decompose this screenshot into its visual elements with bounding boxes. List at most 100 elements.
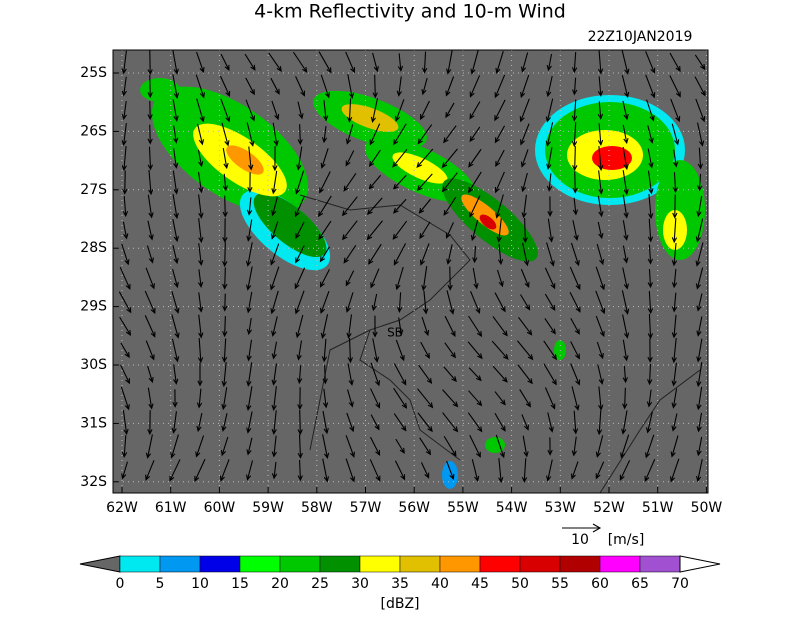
wind-arrow — [522, 242, 530, 267]
wind-arrow — [147, 124, 153, 145]
wind-arrow — [371, 293, 378, 312]
wind-arrow — [596, 410, 603, 436]
wind-arrow — [246, 386, 253, 411]
wind-arrow — [196, 98, 205, 123]
lon-label: 62W — [106, 500, 138, 516]
colorbar-segment — [599, 555, 641, 573]
wind-arrow — [595, 290, 606, 315]
wind-arrow — [547, 196, 553, 217]
wind-arrow — [394, 460, 406, 481]
wind-arrow — [444, 342, 456, 359]
wind-arrow — [222, 267, 228, 290]
wind-arrow — [445, 76, 455, 97]
wind-arrow — [421, 77, 428, 96]
wind-arrow — [368, 149, 381, 167]
wind-arrow — [172, 170, 179, 195]
wind-arrow — [319, 246, 330, 263]
wind-arrow — [571, 122, 578, 148]
wind-arrow — [546, 75, 553, 98]
wind-arrow — [196, 51, 205, 74]
wind-arrow — [144, 315, 156, 338]
wind-arrow — [320, 148, 329, 169]
wind-arrow — [547, 412, 554, 433]
wind-arrow — [295, 221, 305, 240]
wind-arrow — [695, 98, 706, 123]
wind-arrow — [295, 245, 305, 264]
wind-arrow — [543, 363, 557, 386]
wind-arrow — [422, 51, 428, 74]
wind-arrow — [697, 147, 704, 170]
wind-arrow — [392, 148, 408, 168]
wind-arrow — [370, 268, 380, 289]
wind-arrow — [520, 74, 530, 99]
lon-label: 59W — [252, 500, 284, 516]
colorbar-label: 70 — [671, 576, 689, 592]
wind-arrow — [495, 51, 504, 75]
wind-arrow — [119, 266, 131, 290]
wind-arrow — [295, 314, 304, 339]
wind-arrow — [245, 77, 255, 96]
wind-arrow — [346, 412, 355, 433]
wind-arrow — [644, 458, 656, 482]
wind-arrow — [496, 218, 502, 243]
wind-arrow — [597, 364, 604, 385]
wind-arrow — [244, 53, 256, 71]
wind-arrow — [443, 125, 457, 144]
wind-arrow — [196, 413, 203, 433]
wind-arrow — [472, 267, 479, 290]
wind-arrow — [597, 50, 604, 75]
wind-arrow — [171, 411, 177, 434]
wind-arrow — [418, 198, 431, 214]
wind-arrow — [695, 267, 704, 290]
wind-arrow — [572, 410, 579, 435]
lat-label: 27S — [80, 182, 107, 198]
wind-arrow — [172, 218, 179, 243]
wind-arrow — [598, 386, 604, 411]
wind-arrow — [670, 435, 679, 458]
wind-arrow — [521, 458, 528, 484]
wind-arrow — [198, 218, 204, 244]
wind-arrow — [647, 125, 654, 144]
wind-arrow — [370, 414, 380, 431]
wind-arrow — [468, 367, 482, 382]
map-frame — [112, 49, 709, 494]
wind-arrow — [420, 341, 430, 359]
wind-arrow — [595, 266, 605, 291]
wind-arrow — [372, 52, 379, 73]
wind-arrow — [621, 50, 630, 75]
wind-arrow — [520, 52, 529, 73]
wind-arrow — [296, 365, 303, 385]
wind-arrow — [347, 74, 355, 99]
colorbar-segment — [519, 555, 561, 573]
wind-arrow — [393, 363, 407, 386]
wind-arrow — [572, 146, 578, 172]
wind-arrow — [341, 220, 358, 241]
wind-arrow — [598, 146, 604, 172]
wind-arrow — [468, 148, 482, 168]
lat-label: 32S — [80, 474, 107, 490]
wind-arrow — [322, 99, 329, 122]
wind-arrow — [366, 197, 383, 216]
wind-arrow — [597, 195, 604, 218]
wind-arrow — [696, 338, 703, 363]
wind-arrow — [419, 221, 431, 240]
wind-arrow — [270, 243, 280, 266]
wind-arrow — [395, 99, 405, 122]
wind-field — [118, 50, 706, 484]
lon-label: 57W — [350, 500, 382, 516]
wind-arrow — [322, 458, 330, 483]
wind-arrow — [173, 125, 179, 144]
colorbar-under — [79, 555, 121, 573]
wind-arrow — [398, 317, 404, 336]
wind-arrow — [198, 243, 204, 267]
wind-arrow — [395, 339, 405, 362]
wind-arrow — [646, 99, 655, 122]
wind-arrow — [272, 145, 278, 172]
wind-arrow — [492, 316, 508, 337]
wind-arrow — [622, 170, 629, 196]
wind-arrow — [147, 101, 153, 121]
wind-arrow — [121, 243, 130, 266]
wind-arrow — [647, 148, 654, 169]
wind-arrow — [696, 386, 703, 411]
